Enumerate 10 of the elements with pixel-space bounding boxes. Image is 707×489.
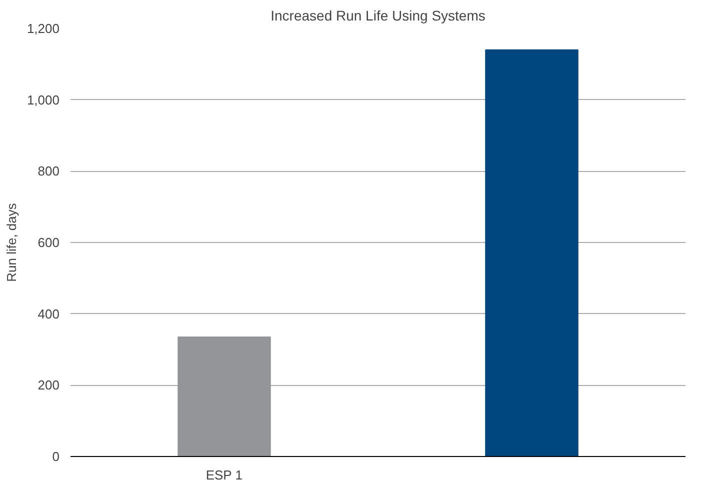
y-tick-label: 400 <box>38 306 60 322</box>
y-tick-label: 200 <box>38 378 60 393</box>
y-tick-label: 600 <box>38 235 60 250</box>
y-tick-label: 800 <box>38 164 60 179</box>
y-tick-label: 1,200 <box>26 21 60 36</box>
chart-title: Increased Run Life Using Systems <box>270 8 486 24</box>
y-axis-title: Run life, days <box>4 202 19 282</box>
y-tick-label: 1,000 <box>26 92 60 108</box>
x-tick-label: ESP 1 <box>206 468 242 482</box>
y-tick-label: 0 <box>52 449 60 464</box>
